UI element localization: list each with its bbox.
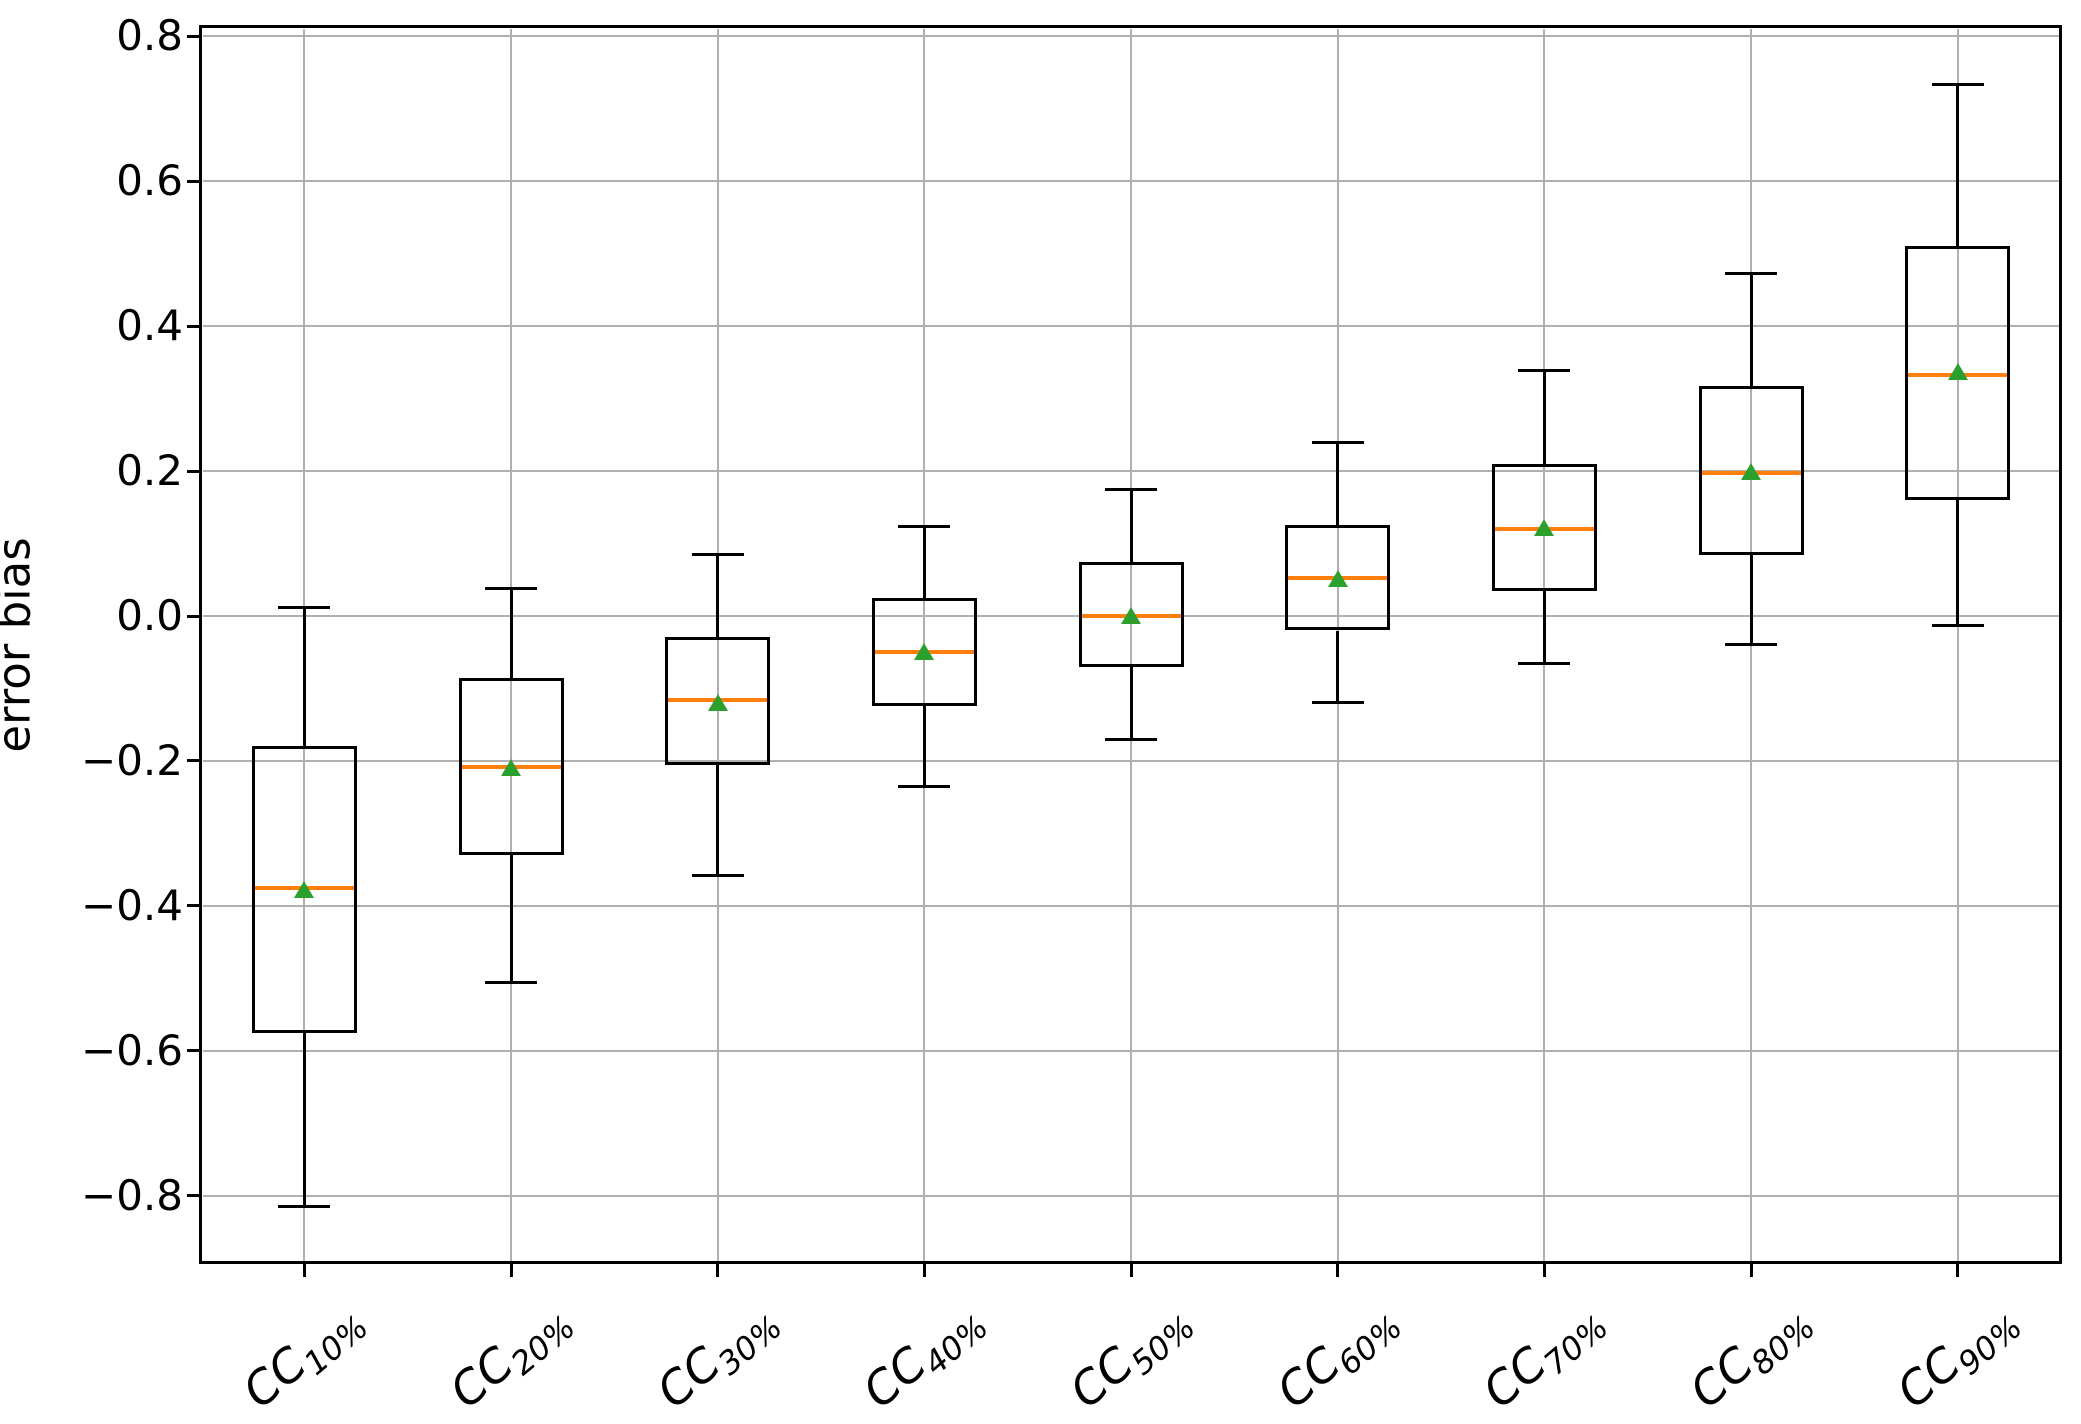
- x-tick-label: CC90%: [1886, 1290, 2029, 1424]
- y-tick: [187, 904, 201, 908]
- iqr-box: [1285, 525, 1391, 631]
- lower-whisker: [922, 705, 926, 787]
- upper-whisker-cap: [1518, 368, 1571, 372]
- plot-border: [199, 25, 2062, 1264]
- upper-whisker-cap: [691, 552, 744, 556]
- x-tick-label: CC80%: [1680, 1290, 1823, 1424]
- lower-whisker-cap: [1725, 642, 1777, 646]
- mean-triangle-marker: [294, 881, 315, 899]
- upper-whisker-cap: [898, 524, 951, 528]
- upper-whisker-cap: [1725, 272, 1777, 276]
- lower-whisker: [1749, 555, 1753, 645]
- lower-whisker-cap: [485, 980, 537, 984]
- iqr-box: [1698, 386, 1804, 556]
- upper-whisker: [1542, 370, 1546, 464]
- x-tick: [922, 1263, 926, 1277]
- mean-triangle-marker: [501, 759, 521, 777]
- upper-whisker: [1336, 442, 1340, 526]
- upper-whisker-cap: [1105, 488, 1157, 492]
- lower-whisker: [1129, 667, 1133, 740]
- y-tick: [187, 34, 201, 38]
- lower-whisker-cap: [898, 784, 951, 788]
- iqr-box: [251, 746, 357, 1033]
- lower-whisker-cap: [1105, 737, 1157, 741]
- lower-whisker: [509, 855, 513, 983]
- upper-whisker: [1129, 489, 1133, 563]
- y-tick: [187, 179, 201, 183]
- lower-whisker: [1542, 590, 1546, 664]
- x-tick-label: CC70%: [1473, 1290, 1616, 1424]
- mean-triangle-marker: [1947, 363, 1968, 381]
- upper-whisker: [716, 554, 720, 638]
- iqr-box: [1491, 463, 1597, 591]
- y-axis-label: error bias: [0, 537, 41, 753]
- iqr-box: [871, 597, 977, 706]
- lower-whisker-cap: [278, 1205, 331, 1209]
- iqr-box: [458, 678, 564, 856]
- upper-whisker: [1749, 273, 1753, 387]
- mean-triangle-marker: [707, 693, 728, 711]
- upper-whisker: [1956, 84, 1960, 247]
- y-tick: [187, 1194, 201, 1198]
- y-tick-label: 0.2: [116, 446, 183, 496]
- mean-triangle-marker: [914, 643, 935, 661]
- y-tick-label: −0.2: [81, 735, 183, 785]
- mean-triangle-marker: [1327, 570, 1348, 588]
- mean-triangle-marker: [1121, 607, 1141, 624]
- y-tick: [187, 1049, 201, 1053]
- y-tick-label: 0.8: [116, 11, 183, 61]
- lower-whisker-cap: [1518, 662, 1571, 666]
- x-tick: [1542, 1263, 1546, 1277]
- y-tick-label: 0.0: [116, 591, 183, 640]
- upper-whisker: [302, 607, 306, 747]
- iqr-box: [1905, 246, 2011, 500]
- x-tick-label: CC60%: [1266, 1290, 1409, 1424]
- lower-whisker: [302, 1032, 306, 1207]
- lower-whisker: [716, 764, 720, 876]
- y-tick-label: 0.4: [116, 301, 183, 351]
- x-tick: [302, 1263, 306, 1277]
- x-tick: [1336, 1263, 1340, 1277]
- x-tick: [1956, 1263, 1960, 1277]
- y-tick-label: −0.8: [81, 1170, 183, 1220]
- v-gridline: [1130, 29, 1132, 1261]
- y-tick: [187, 759, 201, 763]
- y-tick-label: −0.6: [81, 1025, 183, 1075]
- upper-whisker-cap: [1311, 440, 1364, 444]
- iqr-box: [665, 637, 771, 765]
- upper-whisker-cap: [1931, 83, 1984, 87]
- x-tick-label: CC20%: [440, 1290, 583, 1424]
- y-tick: [187, 324, 201, 328]
- lower-whisker-cap: [1311, 700, 1364, 704]
- iqr-box: [1078, 562, 1184, 668]
- y-tick-label: −0.4: [81, 880, 183, 930]
- v-gridline: [1956, 29, 1959, 1261]
- x-tick: [509, 1263, 513, 1277]
- y-tick: [187, 614, 201, 618]
- x-tick-label: CC40%: [853, 1290, 996, 1424]
- upper-whisker-cap: [278, 605, 331, 609]
- x-tick: [1129, 1263, 1133, 1277]
- lower-whisker-cap: [691, 874, 744, 878]
- lower-whisker: [1336, 630, 1340, 703]
- lower-whisker: [1956, 500, 1960, 626]
- x-tick-label: CC30%: [646, 1290, 789, 1424]
- x-tick: [716, 1263, 720, 1277]
- upper-whisker-cap: [485, 586, 537, 590]
- y-tick-label: 0.6: [116, 156, 183, 206]
- x-tick-label: CC10%: [233, 1290, 376, 1424]
- x-tick: [1749, 1263, 1753, 1277]
- mean-triangle-marker: [1741, 463, 1761, 481]
- lower-whisker-cap: [1931, 623, 1984, 627]
- upper-whisker: [922, 526, 926, 598]
- y-tick: [187, 469, 201, 473]
- x-tick-label: CC50%: [1060, 1290, 1203, 1424]
- mean-triangle-marker: [1534, 519, 1555, 537]
- v-gridline: [716, 29, 719, 1261]
- upper-whisker: [509, 588, 513, 679]
